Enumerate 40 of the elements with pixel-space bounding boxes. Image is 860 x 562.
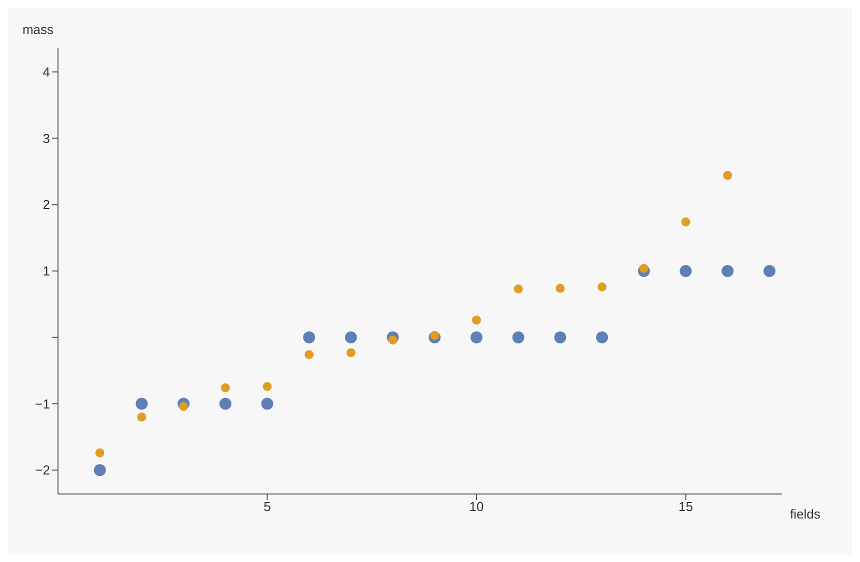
point bbox=[344, 331, 357, 344]
y-tick-label: 3 bbox=[42, 130, 50, 146]
point bbox=[723, 170, 732, 180]
point bbox=[346, 348, 356, 358]
x-tick-label: 5 bbox=[264, 499, 271, 514]
point bbox=[220, 383, 230, 392]
point bbox=[763, 265, 776, 277]
point bbox=[722, 265, 734, 277]
point bbox=[512, 331, 524, 344]
x-tick-label: 10 bbox=[469, 499, 484, 514]
point bbox=[304, 350, 314, 360]
point bbox=[430, 330, 440, 340]
y-tick-label: 1 bbox=[42, 264, 50, 279]
point bbox=[680, 265, 692, 277]
y-axis-title: mass bbox=[22, 22, 54, 37]
point bbox=[303, 331, 316, 344]
x-axis-title: fields bbox=[790, 506, 821, 522]
x-tick-label: 15 bbox=[678, 499, 693, 514]
point bbox=[596, 331, 608, 344]
point bbox=[136, 398, 148, 410]
point bbox=[94, 464, 106, 476]
point bbox=[262, 382, 272, 391]
point bbox=[556, 284, 565, 293]
point bbox=[472, 316, 481, 325]
y-tick-label: 4 bbox=[42, 64, 50, 80]
point bbox=[514, 284, 523, 294]
point bbox=[219, 398, 232, 410]
point bbox=[179, 402, 188, 411]
point bbox=[598, 282, 607, 292]
y-tick-label: −2 bbox=[35, 462, 50, 478]
point bbox=[95, 448, 104, 458]
point bbox=[554, 331, 566, 344]
y-tick-label: 2 bbox=[42, 197, 50, 212]
point bbox=[261, 398, 274, 410]
point bbox=[681, 217, 690, 226]
point bbox=[388, 336, 398, 345]
point bbox=[137, 412, 146, 422]
y-tick-label: −1 bbox=[35, 396, 50, 412]
point bbox=[639, 264, 648, 273]
point bbox=[470, 331, 482, 344]
